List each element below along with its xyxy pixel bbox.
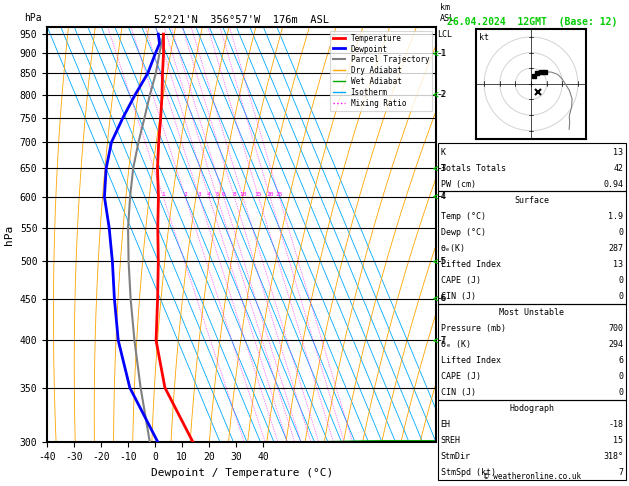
Text: 25: 25 <box>276 192 283 197</box>
Text: 6: 6 <box>618 356 623 365</box>
Text: θₑ (K): θₑ (K) <box>440 340 470 349</box>
Text: -18: -18 <box>608 420 623 429</box>
Text: 13: 13 <box>613 148 623 156</box>
Y-axis label: hPa: hPa <box>4 225 14 244</box>
Text: 700: 700 <box>608 324 623 333</box>
Text: 15: 15 <box>613 436 623 445</box>
Text: 2: 2 <box>184 192 187 197</box>
Text: Lifted Index: Lifted Index <box>440 260 501 269</box>
Text: km
ASL: km ASL <box>440 3 455 22</box>
Text: Dewp (°C): Dewp (°C) <box>440 228 486 237</box>
Text: Temp (°C): Temp (°C) <box>440 212 486 221</box>
Text: PW (cm): PW (cm) <box>440 180 476 189</box>
Text: kt: kt <box>479 33 489 42</box>
Text: 13: 13 <box>613 260 623 269</box>
Text: CAPE (J): CAPE (J) <box>440 372 481 381</box>
X-axis label: Dewpoint / Temperature (°C): Dewpoint / Temperature (°C) <box>150 468 333 478</box>
Text: -6: -6 <box>437 294 446 303</box>
Text: 294: 294 <box>608 340 623 349</box>
Text: © weatheronline.co.uk: © weatheronline.co.uk <box>484 472 581 481</box>
Text: K: K <box>440 148 445 156</box>
Text: 287: 287 <box>608 244 623 253</box>
Text: Hodograph: Hodograph <box>509 404 554 413</box>
Text: 0: 0 <box>618 276 623 285</box>
Text: 10: 10 <box>239 192 247 197</box>
Text: -6: -6 <box>437 294 447 303</box>
Text: EH: EH <box>440 420 450 429</box>
Text: -3: -3 <box>437 164 447 173</box>
Text: -2: -2 <box>437 90 447 100</box>
Text: -4: -4 <box>437 192 446 201</box>
Text: CAPE (J): CAPE (J) <box>440 276 481 285</box>
Text: -1: -1 <box>437 49 446 58</box>
Text: 15: 15 <box>255 192 262 197</box>
Text: 7: 7 <box>618 469 623 477</box>
Text: 1.9: 1.9 <box>608 212 623 221</box>
Text: Most Unstable: Most Unstable <box>499 308 564 317</box>
Text: 318°: 318° <box>603 452 623 461</box>
Text: SREH: SREH <box>440 436 460 445</box>
Text: -1: -1 <box>437 49 447 58</box>
Text: 8: 8 <box>232 192 236 197</box>
Text: Totals Totals: Totals Totals <box>440 164 506 173</box>
Text: StmSpd (kt): StmSpd (kt) <box>440 469 496 477</box>
Text: 20: 20 <box>266 192 274 197</box>
Text: 4: 4 <box>207 192 211 197</box>
Text: <: < <box>433 163 439 174</box>
Text: <: < <box>433 257 439 266</box>
Text: 0: 0 <box>618 388 623 397</box>
Text: <: < <box>433 48 439 58</box>
Text: Lifted Index: Lifted Index <box>440 356 501 365</box>
Text: 0.94: 0.94 <box>603 180 623 189</box>
Text: -5: -5 <box>437 257 447 266</box>
Text: -7: -7 <box>437 336 446 345</box>
Text: -7: -7 <box>437 336 447 345</box>
Text: 6: 6 <box>222 192 225 197</box>
Text: -3: -3 <box>437 164 446 173</box>
Text: 1: 1 <box>161 192 165 197</box>
Text: 0: 0 <box>618 228 623 237</box>
Text: <: < <box>433 192 439 202</box>
Text: CIN (J): CIN (J) <box>440 292 476 301</box>
Text: 42: 42 <box>613 164 623 173</box>
Text: 0: 0 <box>618 292 623 301</box>
Title: 52°21'N  356°57'W  176m  ASL: 52°21'N 356°57'W 176m ASL <box>154 15 329 25</box>
Text: -2: -2 <box>437 90 446 100</box>
Text: hPa: hPa <box>24 13 42 22</box>
Text: 5: 5 <box>215 192 219 197</box>
Text: <: < <box>433 294 439 304</box>
Text: Surface: Surface <box>515 196 550 205</box>
Text: StmDir: StmDir <box>440 452 470 461</box>
Text: 26.04.2024  12GMT  (Base: 12): 26.04.2024 12GMT (Base: 12) <box>447 17 618 27</box>
Legend: Temperature, Dewpoint, Parcel Trajectory, Dry Adiabat, Wet Adiabat, Isotherm, Mi: Temperature, Dewpoint, Parcel Trajectory… <box>330 31 432 111</box>
Text: Pressure (mb): Pressure (mb) <box>440 324 506 333</box>
Text: CIN (J): CIN (J) <box>440 388 476 397</box>
Text: <: < <box>433 335 439 346</box>
Text: θₑ(K): θₑ(K) <box>440 244 465 253</box>
Text: -4: -4 <box>437 192 447 201</box>
Text: LCL: LCL <box>437 30 452 38</box>
Text: -5: -5 <box>437 257 446 266</box>
Text: 3: 3 <box>197 192 201 197</box>
Text: <: < <box>433 90 439 100</box>
Text: 0: 0 <box>618 372 623 381</box>
